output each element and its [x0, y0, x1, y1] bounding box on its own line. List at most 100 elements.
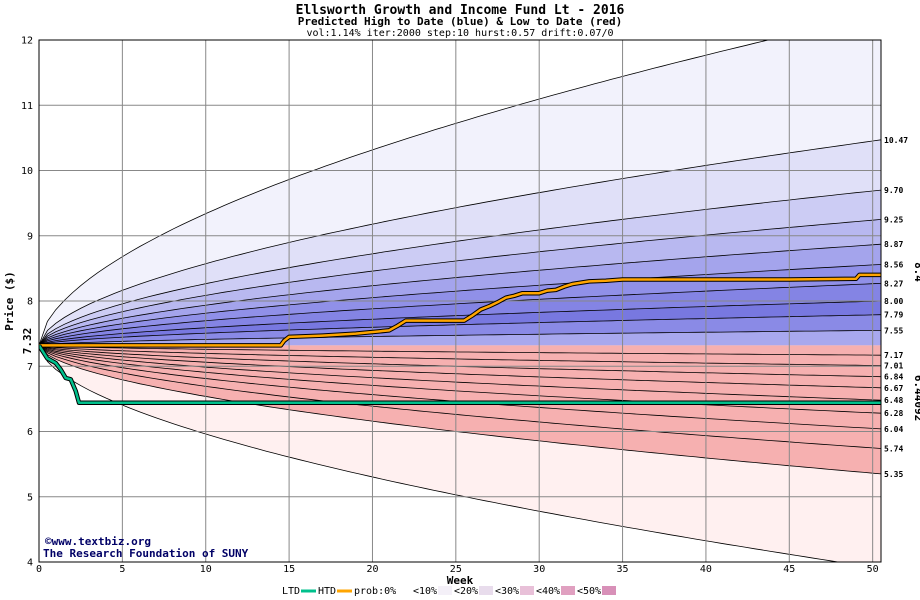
- curve-end-label: 6.04: [884, 425, 903, 434]
- curve-end-label: 7.55: [884, 326, 903, 335]
- percentile-curve: [39, 330, 881, 346]
- percentile-curves: [39, 40, 881, 562]
- grid-lines: [39, 40, 881, 562]
- legend-prob-swatch: [479, 586, 493, 595]
- curve-end-label: 10.47: [884, 136, 908, 145]
- high-band: [39, 301, 881, 346]
- x-tick-label: 45: [783, 564, 795, 575]
- percentile-curve: [39, 264, 881, 346]
- curve-end-label: 8.56: [884, 260, 903, 269]
- y-tick-label: 11: [21, 101, 33, 112]
- y-tick-labels: 4 5 6 7 8 9 10 11 12: [21, 36, 33, 569]
- y-axis-label: Price ($): [3, 271, 16, 331]
- x-tick-labels: 0 5 10 15 20 25 30 35 40 45 50: [36, 564, 879, 575]
- plot-frame: [38, 39, 882, 563]
- high-band: [39, 139, 881, 346]
- percentile-curve: [39, 40, 770, 346]
- chart-title: Ellsworth Growth and Income Fund Lt - 20…: [296, 3, 625, 18]
- y-tick-label: 8: [27, 297, 33, 308]
- curve-end-label: 9.25: [884, 215, 903, 224]
- percentile-curve: [39, 345, 881, 401]
- curve-end-label: 9.70: [884, 186, 903, 195]
- x-tick-label: 35: [617, 564, 629, 575]
- high-band: [39, 244, 881, 346]
- curve-end-label: 6.28: [884, 409, 903, 418]
- legend-prob-swatch: [438, 586, 452, 595]
- x-tick-label: 20: [366, 564, 378, 575]
- x-tick-label: 30: [533, 564, 545, 575]
- percentile-curve: [39, 243, 881, 346]
- high-band: [39, 314, 881, 346]
- percentile-curve: [39, 345, 881, 366]
- legend-prob-label: prob:0%: [354, 586, 396, 597]
- y-tick-label: 4: [27, 558, 33, 569]
- percentile-curve: [39, 300, 881, 346]
- y-tick-label: 12: [21, 36, 33, 47]
- legend-prob-swatch: [520, 586, 534, 595]
- high-band: [39, 190, 881, 346]
- x-tick-label: 40: [700, 564, 712, 575]
- x-tick-label: 10: [200, 564, 212, 575]
- x-tick-label: 25: [450, 564, 462, 575]
- credit-site: ©www.textbiz.org: [45, 535, 151, 548]
- curve-end-label: 7.79: [884, 311, 903, 320]
- high-band: [39, 219, 881, 346]
- percentile-curve: [39, 345, 881, 449]
- x-tick-label: 50: [867, 564, 879, 575]
- start-price-label: 7.32: [21, 328, 34, 355]
- high-band: [39, 264, 881, 346]
- legend-prob-label: <10%: [413, 586, 437, 597]
- series-line-ltd: [39, 344, 881, 405]
- x-tick-label: 15: [283, 564, 295, 575]
- curve-end-label: 5.74: [884, 444, 903, 453]
- x-tick-label: 5: [119, 564, 125, 575]
- curve-end-label: 8.87: [884, 240, 903, 249]
- percentile-curve: [39, 219, 881, 346]
- ltd-end-label: 6.44092: [912, 375, 920, 421]
- low-band: [39, 345, 881, 474]
- chart-subtitle: Predicted High to Date (blue) & Low to D…: [298, 15, 623, 28]
- x-axis-label: Week: [447, 574, 474, 587]
- curve-end-label: 6.48: [884, 396, 903, 405]
- percentile-curve: [39, 314, 881, 346]
- y-tick-label: 6: [27, 427, 33, 438]
- series-lines: [39, 272, 881, 406]
- high-band: [39, 330, 881, 346]
- curve-end-label: 5.35: [884, 470, 903, 479]
- curve-end-label: 8.27: [884, 279, 903, 288]
- curve-end-label: 7.01: [884, 362, 903, 371]
- series-line-htd: [39, 273, 881, 347]
- percentile-curve: [39, 283, 881, 346]
- percentile-curve: [39, 345, 881, 356]
- curve-end-label: 7.17: [884, 351, 903, 360]
- high-band: [39, 283, 881, 346]
- legend: LTD HTD prob:0% <10% <20% <30% <40% <50%: [282, 586, 616, 597]
- legend-prob-label: <30%: [495, 586, 519, 597]
- credit-org: The Research Foundation of SUNY: [43, 547, 249, 560]
- legend-prob-label: <40%: [536, 586, 560, 597]
- legend-prob-swatch: [397, 586, 411, 595]
- percentile-curve: [39, 139, 881, 346]
- percentile-curve: [39, 345, 881, 389]
- percentile-curve: [39, 345, 841, 562]
- x-tick-label: 0: [36, 564, 42, 575]
- curve-end-label: 6.84: [884, 373, 903, 382]
- y-tick-label: 10: [21, 166, 33, 177]
- legend-prob-label: <50%: [577, 586, 601, 597]
- legend-label-ltd: LTD: [282, 586, 300, 597]
- curve-end-label: 8.00: [884, 297, 903, 306]
- htd-end-label: 8.4: [912, 262, 920, 282]
- y-tick-label: 5: [27, 492, 33, 503]
- high-band: [39, 40, 881, 346]
- chart-params: vol:1.14% iter:2000 step:10 hurst:0.57 d…: [306, 28, 613, 39]
- y-tick-label: 7: [27, 362, 33, 373]
- curve-end-labels: 10.47 9.70 9.25 8.87 8.56 8.27 8.00 7.79 7.55 7.1…: [884, 136, 908, 479]
- curve-end-label: 6.67: [884, 384, 903, 393]
- y-tick-label: 9: [27, 231, 33, 242]
- legend-prob-label: <20%: [454, 586, 478, 597]
- legend-prob-swatch: [561, 586, 575, 595]
- percentile-curve: [39, 345, 881, 414]
- legend-prob-swatch: [602, 586, 616, 595]
- percentile-curve: [39, 189, 881, 346]
